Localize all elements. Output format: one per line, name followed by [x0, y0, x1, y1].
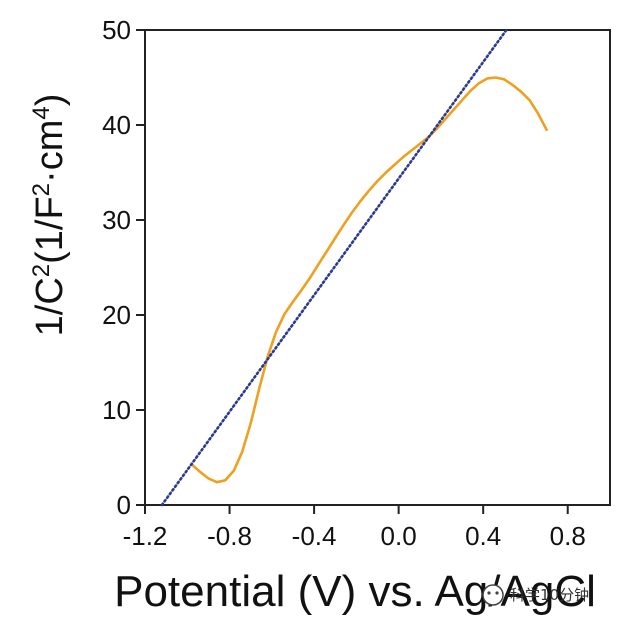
y-axis-title-sup: 4 — [28, 106, 55, 119]
y-axis-title: 1/C2(1/F2·cm4) — [28, 94, 72, 337]
y-axis-title-end: ) — [29, 94, 71, 107]
y-tick-label: 20 — [102, 300, 131, 330]
data-series-line — [190, 76, 548, 484]
y-axis-title-base: 1/C — [29, 277, 71, 336]
watermark-text: 科学10分钟 — [510, 586, 589, 604]
x-axis-ticks: -1.2 -0.8 -0.4 0.0 0.4 0.8 — [123, 505, 586, 551]
plot-border — [144, 29, 611, 506]
x-tick-label: -1.2 — [123, 521, 168, 551]
y-axis-ticks: 0 10 20 30 40 50 — [102, 15, 145, 520]
y-axis-title-sup: 2 — [28, 183, 55, 196]
y-tick-label: 30 — [102, 205, 131, 235]
x-tick-label: -0.4 — [292, 521, 337, 551]
y-axis-title-sup: 2 — [28, 264, 55, 277]
x-tick-label: -0.8 — [207, 521, 252, 551]
x-tick-label: 0.4 — [465, 521, 501, 551]
y-tick-label: 50 — [102, 15, 131, 45]
x-tick-label: 0.8 — [550, 521, 586, 551]
x-tick-label: 0.0 — [381, 521, 417, 551]
wechat-icon — [487, 591, 491, 595]
plot-frame — [144, 29, 611, 506]
x-axis-title: Potential (V) vs. Ag/AgCl — [114, 567, 596, 616]
linear-fit-line — [160, 28, 508, 507]
watermark: 科学10分钟 — [482, 584, 589, 606]
y-tick-label: 0 — [117, 490, 131, 520]
y-tick-label: 40 — [102, 110, 131, 140]
y-axis-title-mid: ·cm — [29, 120, 71, 183]
wechat-icon — [495, 591, 499, 595]
y-tick-label: 10 — [102, 395, 131, 425]
wechat-icon — [482, 584, 504, 606]
series-layer — [160, 28, 548, 507]
y-axis-title-mid: (1/F — [29, 196, 71, 264]
